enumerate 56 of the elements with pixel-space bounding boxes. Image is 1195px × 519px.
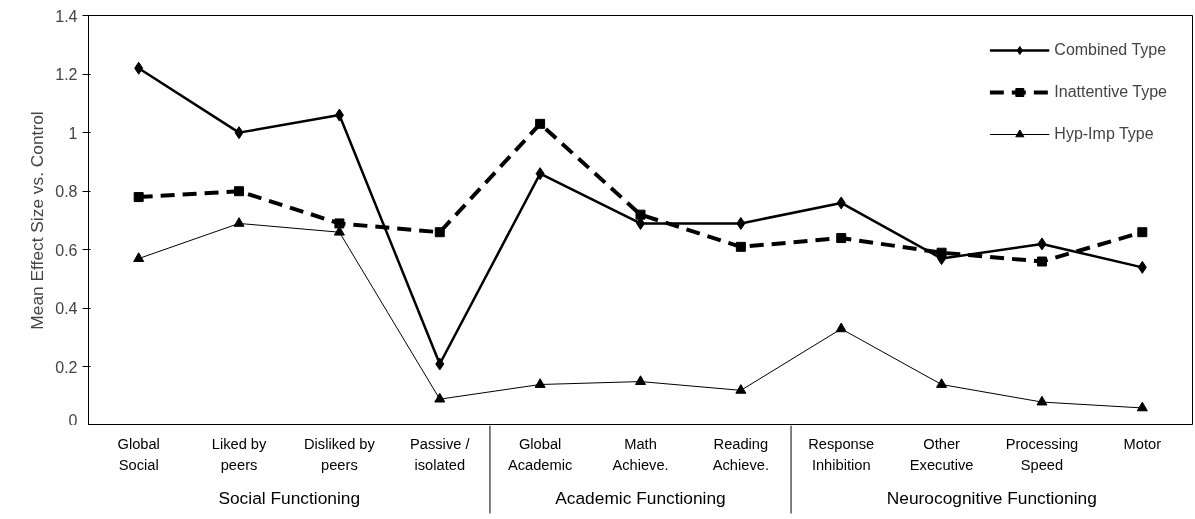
y-tick-label: 1 [68,124,78,142]
point [635,209,646,220]
x-tick-label: Other Executive [909,435,974,474]
x-tick-label: Motor [1123,435,1162,452]
text: Social Functioning [218,487,361,508]
x-tick-label: Global Social [117,435,160,474]
point [134,61,144,75]
x-tick-label: Processing Speed [1005,435,1079,474]
point [334,218,345,229]
point [133,192,144,203]
text: Academic Functioning [555,487,726,508]
x-tick-label: Math Achieve. [612,435,669,474]
point [434,392,446,403]
point [735,384,747,394]
legend-label: Combined Type [1054,41,1167,59]
point [1036,256,1047,267]
point [334,108,344,122]
y-tick-label: 1.2 [55,66,78,84]
point [736,216,746,230]
x-tick-label: Global Academic [507,435,573,474]
y-axis-title: Mean Effect Size vs. Control [27,111,48,330]
point [535,118,546,129]
legend-label: Hyp-Imp Type [1054,125,1154,143]
point [735,241,746,252]
y-tick-label: 0.8 [55,183,78,201]
point [1036,395,1048,406]
y-tick-label: 0.2 [55,358,78,376]
point [1136,401,1148,412]
y-tick-label: 0.4 [55,300,78,318]
x-tick-label: Response Inhibition [808,435,875,474]
point [233,217,245,227]
point [534,378,546,388]
point [435,357,445,371]
legend-label: Inattentive Type [1054,83,1167,101]
x-tick-label: Disliked by peers [303,435,376,474]
x-tick-label: Liked by peers [211,435,268,474]
point [434,227,445,238]
point [635,375,646,385]
point [234,126,244,140]
x-tick-label: Reading Achieve. [712,435,769,474]
point [535,167,545,181]
point [836,233,847,244]
point [1037,237,1047,251]
text: Neurocognitive Functioning [886,487,1097,508]
point [836,196,846,210]
point [936,247,947,258]
point [1137,260,1147,274]
point [133,252,145,262]
x-tick-label: Passive / isolated [410,435,471,474]
y-tick-label: 0 [68,411,78,429]
y-tick-label: 1.4 [55,7,78,25]
point [1137,227,1148,238]
point [835,322,847,333]
point [234,186,245,197]
point [936,378,948,388]
y-tick-label: 0.6 [55,241,78,259]
